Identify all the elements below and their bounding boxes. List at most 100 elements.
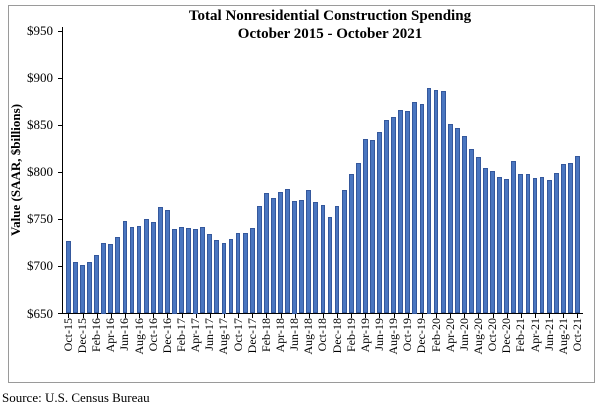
bar-Dec-19 — [419, 103, 425, 314]
bar-Feb-16 — [94, 255, 100, 314]
x-tick-label: Aug-17 — [216, 318, 231, 355]
x-tick — [209, 314, 211, 318]
x-tick-label: Jun-19 — [371, 318, 386, 351]
x-tick — [139, 314, 141, 318]
y-tick-label: $950 — [27, 23, 53, 38]
chart-title: Total Nonresidential Construction Spendi… — [70, 7, 590, 43]
x-tick-label: Oct-18 — [315, 318, 330, 352]
bar-Jan-19 — [341, 190, 347, 314]
bar-Aug-16 — [136, 225, 142, 314]
x-tick — [252, 314, 254, 318]
bar-Feb-19 — [348, 174, 354, 314]
x-tick-label: Oct-17 — [230, 318, 245, 352]
bar-May-21 — [539, 176, 545, 314]
x-tick — [337, 314, 339, 318]
figure-border — [8, 5, 595, 383]
x-tick-label: Oct-16 — [145, 318, 160, 352]
x-tick-label: Aug-19 — [386, 318, 401, 355]
bar-Sep-16 — [143, 219, 149, 314]
bar-Jun-17 — [207, 234, 213, 314]
x-tick — [181, 314, 183, 318]
x-tick-label: Dec-20 — [499, 318, 514, 354]
bar-Mar-18 — [271, 197, 276, 314]
x-tick-label: Apr-21 — [527, 318, 542, 353]
bar-Mar-20 — [440, 91, 446, 314]
bar-Nov-16 — [157, 207, 163, 314]
y-tick-label: $750 — [27, 211, 53, 227]
x-tick-label: Apr-20 — [442, 318, 457, 353]
x-axis-line — [62, 313, 583, 314]
bar-Dec-16 — [164, 209, 170, 314]
bar-Sep-19 — [398, 110, 404, 314]
x-tick — [421, 314, 423, 318]
x-tick-label: Feb-18 — [258, 318, 273, 352]
bar-Aug-18 — [306, 190, 312, 314]
bar-Nov-19 — [412, 101, 418, 314]
bar-Feb-18 — [263, 192, 269, 314]
bar-Jun-16 — [122, 221, 128, 314]
x-tick — [195, 314, 197, 318]
x-tick-label: Feb-17 — [174, 318, 189, 352]
x-tick — [351, 314, 353, 318]
y-tick — [58, 30, 63, 32]
x-tick-label: Apr-17 — [188, 318, 203, 353]
x-tick-label: Aug-18 — [301, 318, 316, 355]
bar-Dec-17 — [249, 227, 255, 314]
x-tick — [153, 314, 155, 318]
bar-Aug-21 — [560, 163, 566, 314]
x-tick-label: Jun-18 — [287, 318, 302, 351]
x-tick — [393, 314, 395, 318]
bar-Jun-19 — [377, 131, 382, 314]
x-tick — [294, 314, 296, 318]
x-tick-label: Oct-21 — [569, 318, 584, 352]
bar-Oct-15 — [66, 240, 71, 314]
bar-Sep-20 — [483, 167, 488, 314]
x-tick-label: Aug-21 — [555, 318, 570, 355]
x-tick-label: Feb-16 — [89, 318, 104, 352]
source-text: Source: U.S. Census Bureau — [2, 390, 150, 405]
bar-Oct-17 — [235, 232, 241, 314]
bar-Jul-16 — [129, 226, 135, 314]
y-tick — [58, 124, 63, 126]
y-tick-label: $850 — [27, 117, 53, 133]
x-tick — [450, 314, 452, 318]
bar-Mar-17 — [186, 227, 191, 314]
x-tick-label: Apr-19 — [357, 318, 372, 353]
x-tick — [124, 314, 126, 318]
bar-Apr-21 — [532, 177, 538, 314]
bar-Mar-19 — [355, 162, 361, 314]
bar-Jul-21 — [553, 173, 559, 314]
x-tick — [266, 314, 268, 318]
x-tick-label: Dec-19 — [414, 318, 429, 354]
x-tick-label: Jun-17 — [202, 318, 217, 351]
y-tick — [58, 313, 63, 314]
bar-Jan-16 — [87, 261, 92, 314]
x-tick — [365, 314, 367, 318]
bar-Apr-20 — [447, 124, 453, 314]
x-tick-label: Jun-21 — [541, 318, 556, 351]
bar-Jun-21 — [546, 179, 552, 314]
bar-Nov-20 — [497, 176, 503, 314]
bar-Oct-18 — [320, 205, 326, 314]
y-tick — [58, 77, 63, 79]
bar-Oct-21 — [575, 156, 580, 314]
x-tick-label: Aug-20 — [470, 318, 485, 355]
x-tick-label: Jun-20 — [456, 318, 471, 351]
bar-Nov-17 — [242, 233, 248, 314]
x-tick — [464, 314, 466, 318]
x-tick — [223, 314, 225, 318]
chart-title-line1: Total Nonresidential Construction Spendi… — [188, 8, 472, 24]
bar-Jan-21 — [511, 160, 517, 314]
bar-Sep-21 — [567, 162, 573, 314]
x-tick — [280, 314, 282, 318]
bar-Nov-18 — [327, 217, 333, 314]
bar-Feb-17 — [179, 226, 184, 314]
x-tick-label: Dec-18 — [329, 318, 344, 354]
x-tick — [549, 314, 551, 318]
bar-Oct-19 — [405, 111, 411, 314]
bar-Jan-17 — [172, 228, 177, 314]
bar-Sep-18 — [313, 202, 319, 314]
bar-Feb-21 — [518, 174, 524, 314]
x-tick — [577, 314, 579, 318]
